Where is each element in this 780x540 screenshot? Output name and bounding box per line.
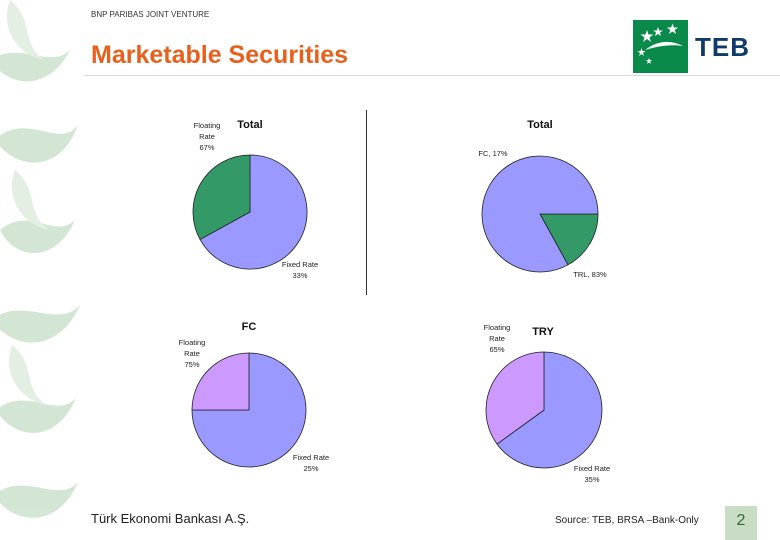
slice-label: Floating Rate 67% <box>194 121 221 152</box>
pie-chart-total-rate: Total Floating Rate 67% Fixed Rate 33% <box>192 119 318 280</box>
leaf-pattern-icon <box>0 0 80 540</box>
chart-divider <box>366 110 367 295</box>
chart-title: FC <box>242 321 257 333</box>
slice-label: FC, 17% <box>478 149 508 158</box>
slice-label-line: FC, 17% <box>478 149 508 158</box>
logo-mark <box>633 20 688 73</box>
slice-label-line: Floating <box>179 338 206 347</box>
slice-label-line: 35% <box>584 475 599 484</box>
slice-label: TRL, 83% <box>573 270 607 279</box>
pie-chart-fc: FC Floating Rate 75% Fixed Rate 25% <box>179 321 329 473</box>
teb-logo: TEB <box>633 20 751 75</box>
stars-icon <box>637 23 683 64</box>
source-note: Source: TEB, BRSA –Bank-Only <box>555 515 699 526</box>
page-title: Marketable Securities <box>91 41 349 69</box>
pie-slice <box>539 213 599 266</box>
pie-slice <box>485 351 545 445</box>
chart-title: Total <box>237 119 262 131</box>
slice-label-line: TRL, 83% <box>573 270 607 279</box>
pie-chart-try: TRY Floating Rate 65% Fixed Rate 35% <box>484 323 610 484</box>
slice-label-line: 33% <box>292 271 307 280</box>
slice-label-line: 25% <box>303 464 318 473</box>
slice-label-line: 65% <box>489 345 504 354</box>
pie-chart-total-currency: Total FC, 17% TRL, 83% <box>478 119 607 279</box>
logo-text: TEB <box>695 32 750 62</box>
slice-label: Floating Rate 65% <box>484 323 511 354</box>
slice-label-line: Rate <box>199 132 215 141</box>
slice-label-line: Fixed Rate <box>574 464 610 473</box>
slice-label-line: Rate <box>184 349 200 358</box>
pie-slice <box>481 155 599 273</box>
slice-label: Fixed Rate 33% <box>282 260 318 280</box>
slice-label-line: Floating <box>484 323 511 332</box>
title-divider <box>84 75 780 76</box>
pie-slice <box>496 351 603 469</box>
pie-slice <box>192 154 251 241</box>
slice-label-line: 75% <box>184 360 199 369</box>
decorative-side-pattern <box>0 0 80 540</box>
slice-label-line: Fixed Rate <box>282 260 318 269</box>
bank-name: Türk Ekonomi Bankası A.Ş. <box>91 511 250 526</box>
page-number: 2 <box>725 506 757 540</box>
pie-slice <box>191 352 250 411</box>
slice-label-line: Fixed Rate <box>293 453 329 462</box>
pie-slice <box>191 352 307 468</box>
chart-title: TRY <box>532 326 554 338</box>
joint-venture-label: BNP PARIBAS JOINT VENTURE <box>91 10 210 19</box>
slice-label-line: Rate <box>489 334 505 343</box>
slice-label: Floating Rate 75% <box>179 338 206 369</box>
slice-label-line: Floating <box>194 121 221 130</box>
slice-label-line: 67% <box>199 143 214 152</box>
pie-slice <box>199 154 308 270</box>
slice-label: Fixed Rate 35% <box>574 464 610 484</box>
chart-title: Total <box>527 119 552 131</box>
slice-label: Fixed Rate 25% <box>293 453 329 473</box>
